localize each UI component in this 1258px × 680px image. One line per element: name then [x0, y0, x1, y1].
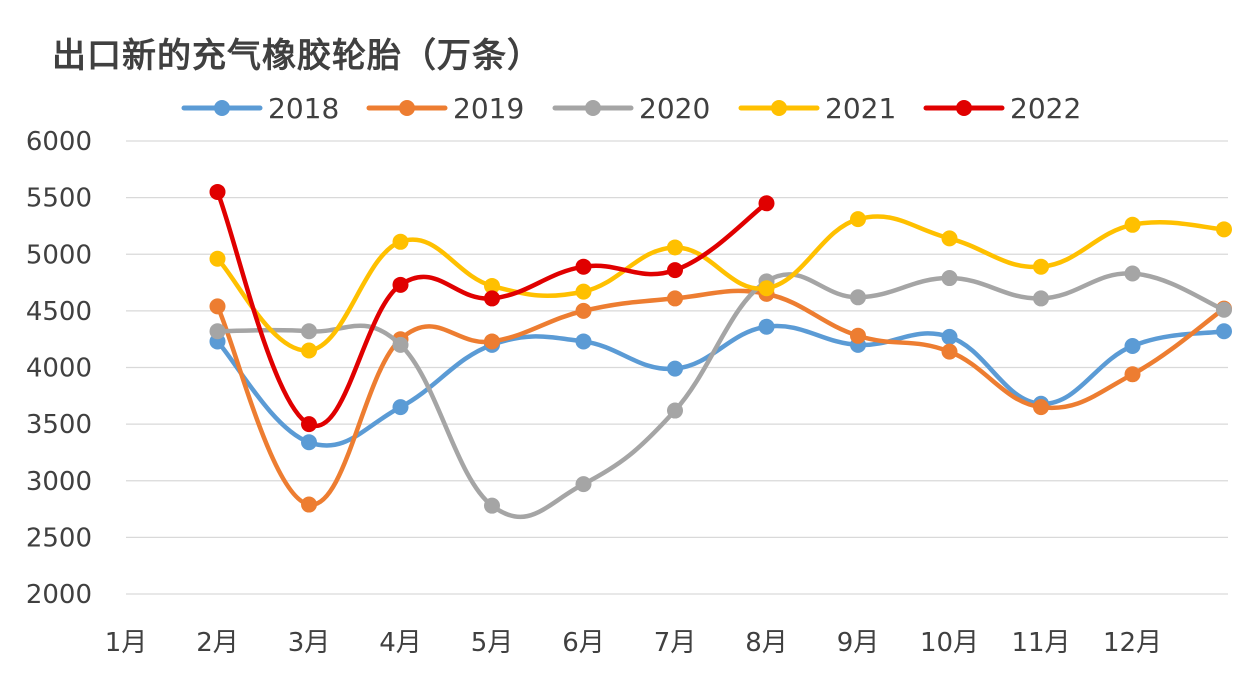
data-point-2021: [209, 250, 226, 267]
y-tick-label: 4500: [26, 297, 92, 327]
data-point-2021: [667, 239, 683, 256]
y-tick-label: 4000: [26, 354, 92, 384]
data-point-2021: [484, 277, 500, 294]
legend-marker: [399, 100, 415, 116]
y-axis-ticks: 2000 2500 3000 3500 4000 4500 5000 5500 6000: [26, 127, 92, 610]
legend-label: 2022: [1010, 92, 1081, 125]
data-point-2021: [758, 280, 775, 297]
x-axis-ticks: 1月 2月 3月 4月 5月 6月 7月 8月 9月 10月 11月 12月: [105, 628, 1162, 658]
series-2022: [209, 183, 775, 433]
x-tick-label: 2月: [196, 628, 239, 658]
data-point-2020: [575, 476, 592, 493]
data-point-2022: [484, 290, 500, 307]
x-tick-label: 4月: [379, 628, 422, 658]
data-point-2019: [850, 327, 866, 344]
x-tick-label: 10月: [920, 628, 979, 658]
legend-label: 2021: [825, 92, 896, 125]
data-point-2018: [1124, 337, 1141, 354]
y-tick-label: 5500: [26, 184, 92, 214]
y-tick-label: 2000: [26, 580, 92, 610]
data-point-2019: [575, 302, 592, 319]
data-point-2022: [392, 276, 409, 293]
y-tick-label: 2500: [26, 523, 92, 553]
data-point-2018: [941, 328, 958, 345]
x-tick-label: 8月: [745, 628, 788, 658]
data-point-2020: [301, 323, 317, 340]
series-line-2019: [215, 288, 1227, 507]
data-point-2020: [850, 289, 866, 306]
legend-marker: [214, 100, 230, 116]
series-line-2021: [215, 214, 1227, 353]
series-2020: [209, 265, 1232, 519]
legend-marker: [956, 100, 972, 116]
series-2019: [209, 285, 1232, 513]
legend-label: 2019: [453, 92, 524, 125]
chart-title: 出口新的充气橡胶轮胎（万条）: [52, 36, 542, 76]
x-tick-label: 6月: [562, 628, 605, 658]
legend-item-2022: 2022: [923, 92, 1081, 125]
data-point-2021: [850, 211, 866, 228]
data-point-2021: [1124, 216, 1141, 233]
data-point-2018: [301, 434, 317, 451]
series-line-2018: [215, 323, 1227, 448]
data-point-2021: [575, 283, 592, 300]
data-point-2021: [392, 233, 409, 250]
data-point-2020: [1124, 265, 1141, 282]
data-point-2019: [667, 290, 683, 307]
legend-marker: [771, 100, 787, 116]
legend-label: 2020: [639, 92, 710, 125]
x-tick-label: 12月: [1103, 628, 1162, 658]
y-tick-label: 5000: [26, 240, 92, 270]
series-group: [209, 183, 1232, 519]
y-tick-label: 6000: [26, 127, 92, 157]
data-point-2020: [209, 323, 226, 340]
data-point-2019: [1124, 366, 1141, 383]
data-point-2020: [392, 336, 409, 353]
y-tick-label: 3000: [26, 467, 92, 497]
data-point-2022: [209, 183, 226, 200]
data-point-2020: [941, 270, 958, 287]
data-point-2018: [392, 399, 409, 416]
data-point-2021: [1033, 258, 1049, 275]
data-point-2020: [1033, 290, 1049, 307]
data-point-2018: [758, 318, 775, 335]
legend: 2018 2019 2020 2021 2022: [181, 92, 1081, 125]
legend-item-2019: 2019: [366, 92, 524, 125]
legend-item-2018: 2018: [181, 92, 339, 125]
x-tick-label: 3月: [288, 628, 331, 658]
legend-label: 2018: [268, 92, 339, 125]
x-tick-label: 5月: [471, 628, 514, 658]
y-tick-label: 3500: [26, 410, 92, 440]
data-point-2022: [667, 262, 683, 279]
x-tick-label: 9月: [837, 628, 880, 658]
x-tick-label: 11月: [1011, 628, 1070, 658]
data-point-2021: [941, 230, 958, 247]
data-point-2019: [484, 333, 500, 350]
series-line-2022: [215, 189, 769, 429]
x-tick-label: 7月: [654, 628, 697, 658]
data-point-2018: [575, 333, 592, 350]
x-tick-label: 1月: [105, 628, 148, 658]
data-point-2018: [1216, 323, 1232, 340]
legend-item-2020: 2020: [552, 92, 710, 125]
data-point-2020: [667, 402, 683, 419]
data-point-2019: [209, 298, 226, 315]
data-point-2022: [575, 258, 592, 275]
data-point-2022: [758, 195, 775, 212]
data-point-2018: [667, 360, 683, 377]
data-point-2021: [301, 342, 317, 359]
data-point-2022: [301, 416, 317, 433]
data-point-2019: [301, 496, 317, 513]
data-point-2020: [484, 497, 500, 514]
data-point-2019: [941, 343, 958, 360]
data-point-2020: [1216, 301, 1232, 318]
data-point-2021: [1216, 221, 1232, 238]
data-point-2019: [1033, 399, 1049, 416]
legend-item-2021: 2021: [738, 92, 896, 125]
legend-marker: [585, 100, 601, 116]
